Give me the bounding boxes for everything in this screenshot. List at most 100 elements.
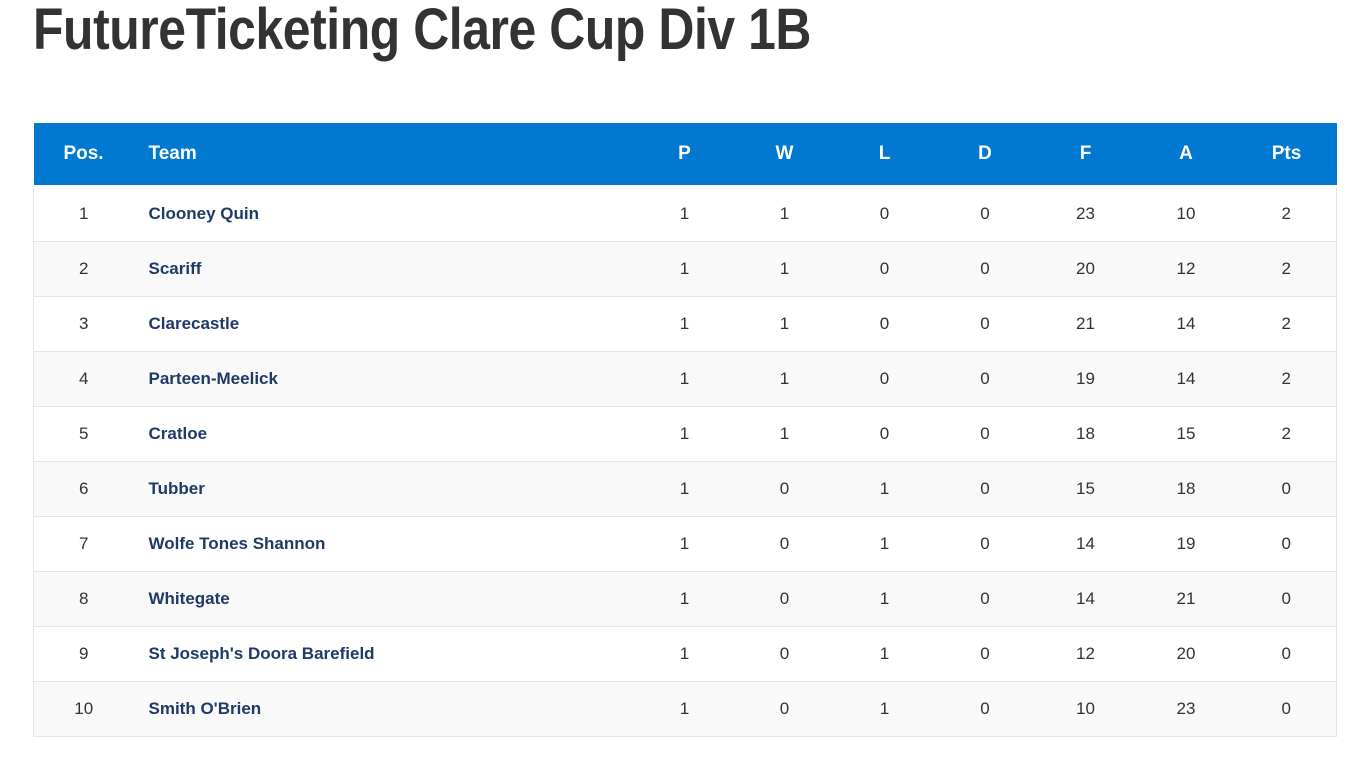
team-link[interactable]: Clooney Quin: [148, 204, 260, 223]
header-against: A: [1135, 123, 1237, 188]
table-row: 6 Tubber 1 0 1 0 15 18 0: [33, 460, 1337, 517]
played-cell: 1: [634, 185, 735, 242]
points-cell: 2: [1236, 295, 1337, 352]
for-cell: 10: [1035, 680, 1136, 737]
pos-cell: 1: [33, 185, 134, 242]
header-lost: L: [834, 123, 935, 188]
won-cell: 1: [734, 185, 835, 242]
team-cell: Scariff: [133, 240, 635, 297]
won-cell: 0: [734, 680, 835, 737]
team-link[interactable]: St Joseph's Doora Barefield: [148, 643, 375, 663]
header-won: W: [734, 123, 835, 188]
drawn-cell: 0: [934, 240, 1036, 297]
for-cell: 23: [1035, 185, 1136, 242]
header-for: F: [1035, 123, 1136, 188]
team-cell: Parteen-Meelick: [133, 350, 635, 407]
for-cell: 14: [1035, 570, 1136, 627]
table-row: 2 Scariff 1 1 0 0 20 12 2: [33, 240, 1337, 297]
pos-cell: 10: [33, 680, 134, 737]
team-link[interactable]: Scariff: [148, 258, 202, 278]
team-cell: Smith O'Brien: [133, 680, 635, 737]
against-cell: 14: [1135, 350, 1237, 407]
won-cell: 1: [734, 240, 835, 297]
won-cell: 0: [734, 570, 835, 627]
pos-cell: 7: [33, 515, 134, 572]
lost-cell: 1: [834, 570, 935, 627]
lost-cell: 0: [834, 240, 935, 297]
against-cell: 18: [1135, 460, 1237, 517]
team-link[interactable]: Wolfe Tones Shannon: [148, 533, 326, 553]
for-cell: 20: [1035, 240, 1136, 297]
points-cell: 0: [1236, 680, 1337, 737]
won-cell: 1: [734, 350, 835, 407]
pos-cell: 9: [33, 625, 134, 682]
played-cell: 1: [634, 240, 735, 297]
team-cell: Cratloe: [133, 405, 635, 462]
lost-cell: 0: [834, 295, 935, 352]
points-cell: 2: [1236, 405, 1337, 462]
drawn-cell: 0: [934, 625, 1036, 682]
drawn-cell: 0: [934, 295, 1036, 352]
table-row: 9 St Joseph's Doora Barefield 1 0 1 0 12…: [33, 625, 1337, 682]
table-row: 1 Clooney Quin 1 1 0 0 23 10 2: [33, 185, 1337, 242]
team-link[interactable]: Tubber: [148, 478, 205, 498]
played-cell: 1: [634, 295, 735, 352]
against-cell: 12: [1135, 240, 1237, 297]
pos-cell: 8: [33, 570, 134, 627]
pos-cell: 3: [33, 295, 134, 352]
pos-cell: 6: [33, 460, 134, 517]
table-row: 10 Smith O'Brien 1 0 1 0 10 23 0: [33, 680, 1337, 737]
for-cell: 15: [1035, 460, 1136, 517]
table-row: 4 Parteen-Meelick 1 1 0 0 19 14 2: [33, 350, 1337, 407]
drawn-cell: 0: [934, 350, 1036, 407]
against-cell: 20: [1135, 625, 1237, 682]
table-row: 8 Whitegate 1 0 1 0 14 21 0: [33, 570, 1337, 627]
lost-cell: 0: [834, 350, 935, 407]
team-cell: Wolfe Tones Shannon: [133, 515, 635, 572]
team-link[interactable]: Smith O'Brien: [148, 698, 262, 718]
won-cell: 1: [734, 295, 835, 352]
league-table: Pos. Team P W L D F A Pts 1 Clooney Quin…: [33, 123, 1337, 737]
drawn-cell: 0: [934, 405, 1036, 462]
won-cell: 1: [734, 405, 835, 462]
points-cell: 0: [1236, 570, 1337, 627]
page-title: FutureTicketing Clare Cup Div 1B: [33, 0, 812, 62]
points-cell: 2: [1236, 240, 1337, 297]
against-cell: 21: [1135, 570, 1237, 627]
pos-cell: 5: [33, 405, 134, 462]
against-cell: 23: [1135, 680, 1237, 737]
played-cell: 1: [634, 625, 735, 682]
won-cell: 0: [734, 515, 835, 572]
table-row: 3 Clarecastle 1 1 0 0 21 14 2: [33, 295, 1337, 352]
for-cell: 18: [1035, 405, 1136, 462]
team-link[interactable]: Parteen-Meelick: [148, 368, 278, 388]
lost-cell: 1: [834, 680, 935, 737]
lost-cell: 0: [834, 405, 935, 462]
won-cell: 0: [734, 625, 835, 682]
team-cell: Clarecastle: [133, 295, 635, 352]
header-team: Team: [133, 123, 635, 188]
pos-cell: 2: [33, 240, 134, 297]
header-pos: Pos.: [33, 123, 134, 188]
points-cell: 0: [1236, 460, 1337, 517]
against-cell: 10: [1135, 185, 1237, 242]
table-row: 5 Cratloe 1 1 0 0 18 15 2: [33, 405, 1337, 462]
team-link[interactable]: Clarecastle: [148, 313, 240, 333]
points-cell: 0: [1236, 625, 1337, 682]
team-cell: Clooney Quin: [133, 185, 635, 242]
drawn-cell: 0: [934, 460, 1036, 517]
points-cell: 0: [1236, 515, 1337, 572]
drawn-cell: 0: [934, 570, 1036, 627]
lost-cell: 1: [834, 460, 935, 517]
points-cell: 2: [1236, 350, 1337, 407]
drawn-cell: 0: [934, 680, 1036, 737]
for-cell: 12: [1035, 625, 1136, 682]
played-cell: 1: [634, 680, 735, 737]
against-cell: 14: [1135, 295, 1237, 352]
pos-cell: 4: [33, 350, 134, 407]
played-cell: 1: [634, 460, 735, 517]
team-cell: St Joseph's Doora Barefield: [133, 625, 635, 682]
team-link[interactable]: Whitegate: [148, 588, 230, 608]
lost-cell: 0: [834, 185, 935, 242]
team-link[interactable]: Cratloe: [148, 423, 208, 443]
